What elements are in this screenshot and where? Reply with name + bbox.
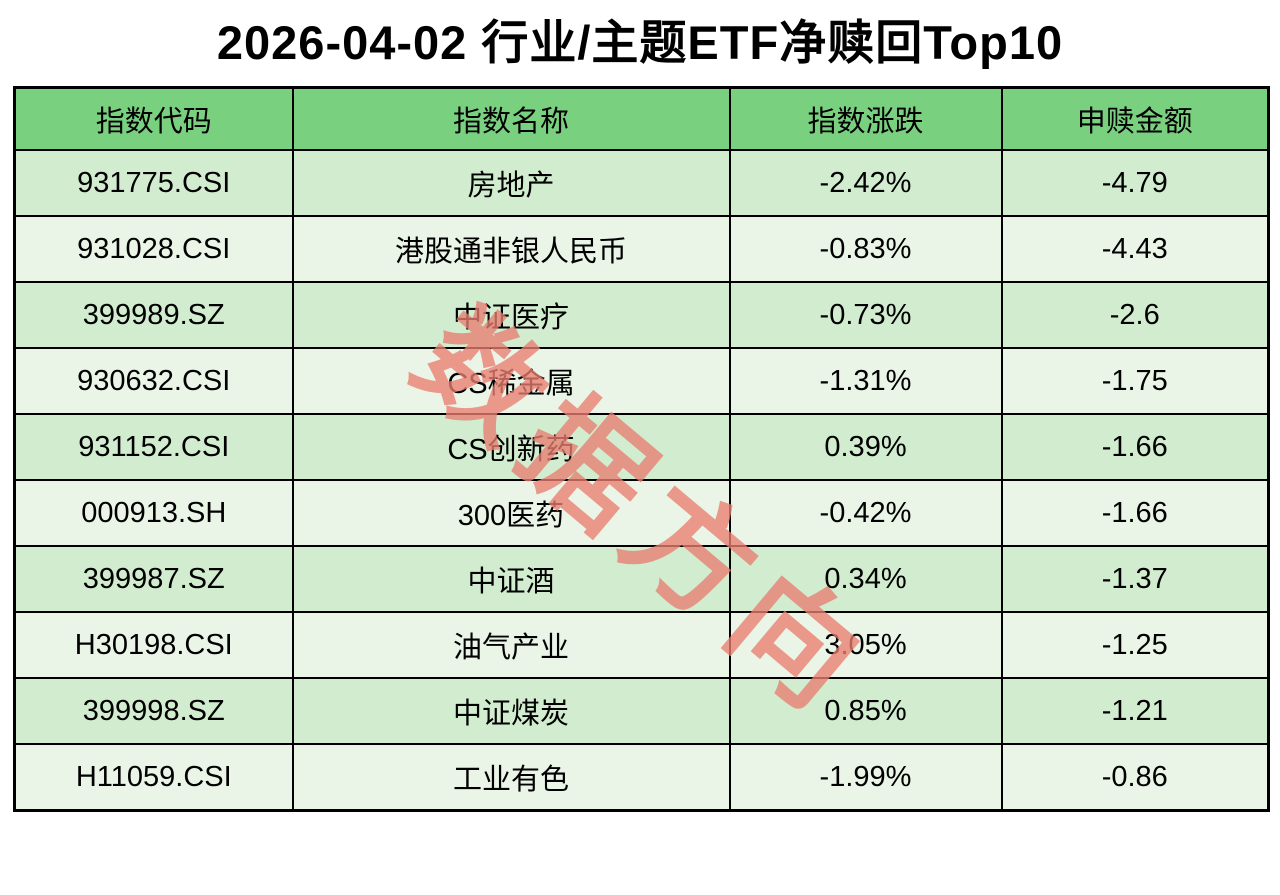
cell-redemption-amount: -1.37 <box>1000 545 1270 613</box>
cell-index-name: 中证煤炭 <box>291 677 731 745</box>
cell-index-change: 0.34% <box>728 545 1003 613</box>
cell-index-change: -0.42% <box>728 479 1003 547</box>
cell-redemption-amount: -4.43 <box>1000 215 1270 283</box>
page-title: 2026-04-02 行业/主题ETF净赎回Top10 <box>216 16 1064 69</box>
etf-table: 指数代码 指数名称 指数涨跌 申赎金额 931775.CSI 房地产 -2.42% -4.7… <box>13 86 1270 812</box>
cell-index-change: -0.73% <box>728 281 1003 349</box>
cell-redemption-amount: -4.79 <box>1000 149 1270 217</box>
cell-index-code: 399998.SZ <box>13 677 294 745</box>
table-row: 931028.CSI 港股通非银人民币 -0.83% -4.43 <box>13 215 1270 283</box>
cell-index-name: CS稀金属 <box>291 347 731 415</box>
cell-redemption-amount: -0.86 <box>1000 743 1270 812</box>
table-row: 931775.CSI 房地产 -2.42% -4.79 <box>13 149 1270 217</box>
cell-index-name: 油气产业 <box>291 611 731 679</box>
cell-index-code: 399989.SZ <box>13 281 294 349</box>
cell-index-code: 931775.CSI <box>13 149 294 217</box>
cell-redemption-amount: -1.75 <box>1000 347 1270 415</box>
cell-index-change: -2.42% <box>728 149 1003 217</box>
cell-index-code: 930632.CSI <box>13 347 294 415</box>
cell-index-code: 399987.SZ <box>13 545 294 613</box>
table-row: 000913.SH 300医药 -0.42% -1.66 <box>13 479 1270 547</box>
cell-index-change: -1.31% <box>728 347 1003 415</box>
table-header-row: 指数代码 指数名称 指数涨跌 申赎金额 <box>13 86 1270 151</box>
header-cell-index-change: 指数涨跌 <box>728 86 1003 151</box>
header-cell-index-name: 指数名称 <box>291 86 731 151</box>
cell-redemption-amount: -1.66 <box>1000 479 1270 547</box>
cell-index-code: 931152.CSI <box>13 413 294 481</box>
cell-index-name: 港股通非银人民币 <box>291 215 731 283</box>
cell-index-name: CS创新药 <box>291 413 731 481</box>
cell-redemption-amount: -1.25 <box>1000 611 1270 679</box>
cell-index-change: -0.83% <box>728 215 1003 283</box>
cell-index-change: 3.05% <box>728 611 1003 679</box>
table-row: 931152.CSI CS创新药 0.39% -1.66 <box>13 413 1270 481</box>
cell-index-name: 房地产 <box>291 149 731 217</box>
cell-index-code: 000913.SH <box>13 479 294 547</box>
cell-index-name: 300医药 <box>291 479 731 547</box>
table-row: H30198.CSI 油气产业 3.05% -1.25 <box>13 611 1270 679</box>
cell-index-name: 中证医疗 <box>291 281 731 349</box>
cell-index-code: H30198.CSI <box>13 611 294 679</box>
cell-index-code: H11059.CSI <box>13 743 294 812</box>
cell-redemption-amount: -1.21 <box>1000 677 1270 745</box>
header-cell-index-code: 指数代码 <box>13 86 294 151</box>
header-cell-redemption-amount: 申赎金额 <box>1000 86 1270 151</box>
table-row: 930632.CSI CS稀金属 -1.31% -1.75 <box>13 347 1270 415</box>
cell-redemption-amount: -2.6 <box>1000 281 1270 349</box>
table-row: H11059.CSI 工业有色 -1.99% -0.86 <box>13 743 1270 812</box>
cell-index-name: 工业有色 <box>291 743 731 812</box>
cell-index-change: -1.99% <box>728 743 1003 812</box>
table-row: 399989.SZ 中证医疗 -0.73% -2.6 <box>13 281 1270 349</box>
cell-index-change: 0.39% <box>728 413 1003 481</box>
cell-index-change: 0.85% <box>728 677 1003 745</box>
table-row: 399987.SZ 中证酒 0.34% -1.37 <box>13 545 1270 613</box>
cell-index-name: 中证酒 <box>291 545 731 613</box>
table-row: 399998.SZ 中证煤炭 0.85% -1.21 <box>13 677 1270 745</box>
cell-redemption-amount: -1.66 <box>1000 413 1270 481</box>
cell-index-code: 931028.CSI <box>13 215 294 283</box>
